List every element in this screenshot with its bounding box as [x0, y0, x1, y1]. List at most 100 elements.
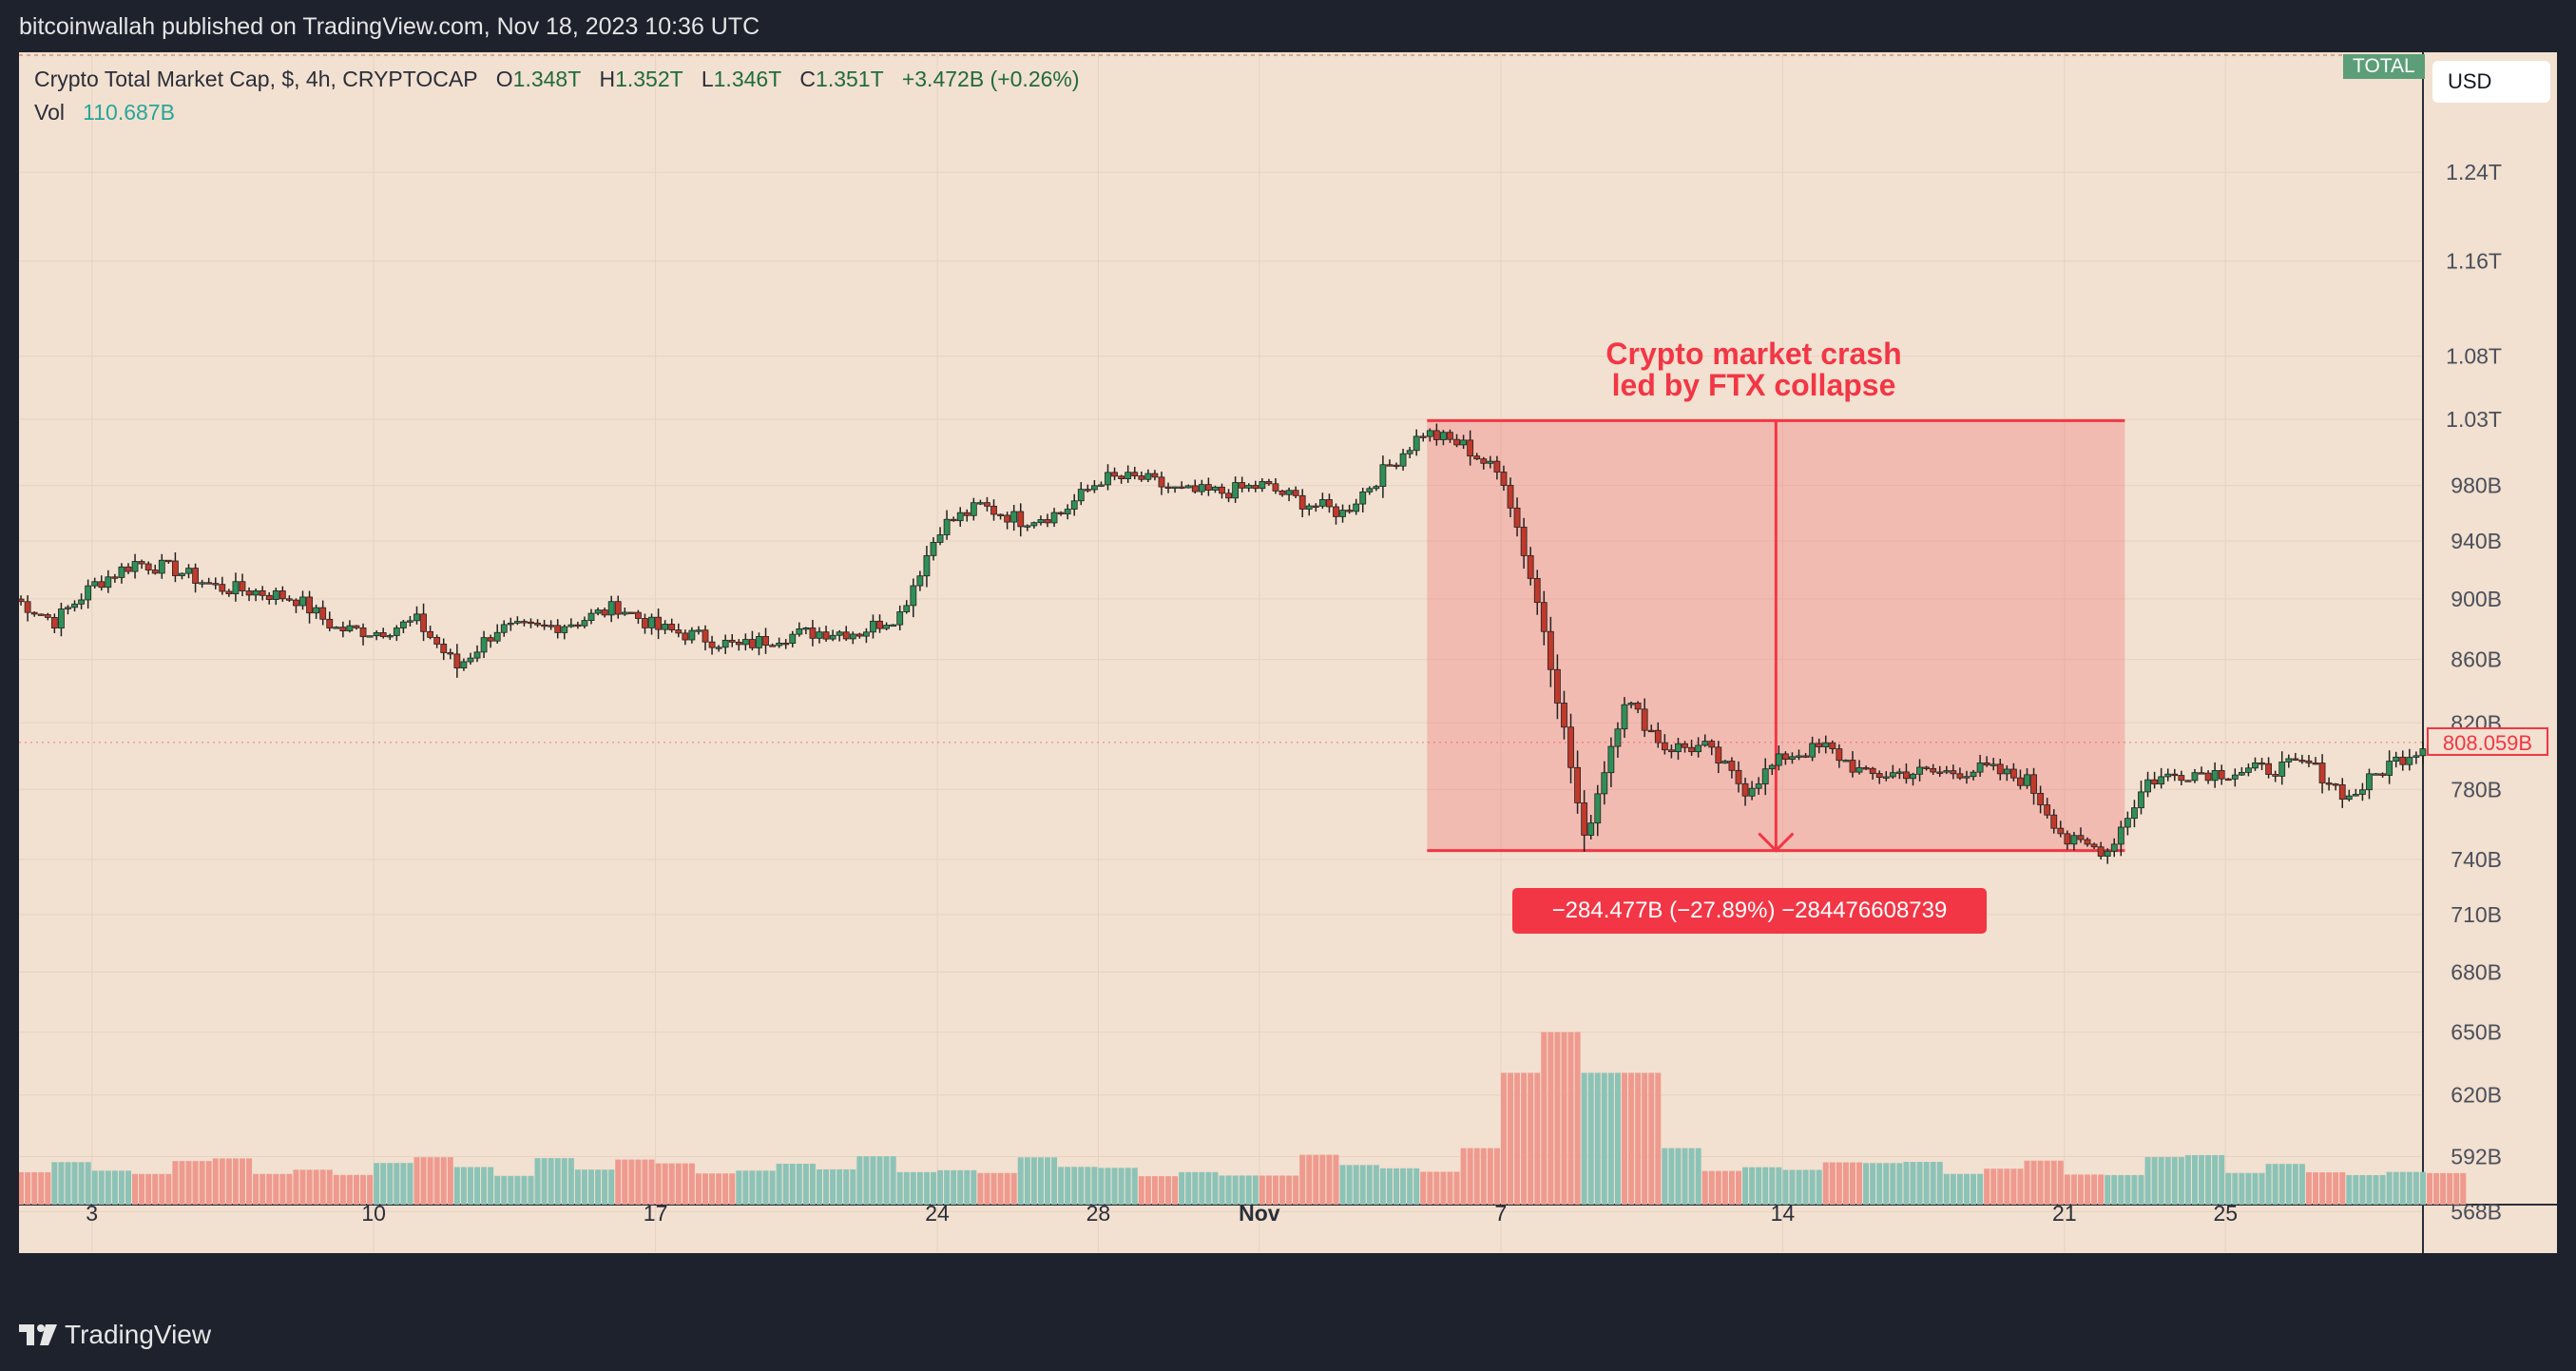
measurement-label[interactable]: −284.477B (−27.89%) −284476608739 — [1512, 888, 1987, 934]
candle — [199, 579, 206, 589]
volume-bar — [1950, 1173, 1956, 1205]
candle — [1695, 737, 1702, 758]
candle-body — [433, 636, 441, 645]
candle — [1547, 616, 1554, 687]
volume-bar — [460, 1167, 467, 1205]
candle — [1561, 690, 1567, 740]
currency-button[interactable]: USD — [2432, 61, 2550, 103]
volume-bar — [2386, 1171, 2393, 1205]
volume-bar — [2447, 1172, 2453, 1205]
candle — [2110, 838, 2118, 858]
candle — [513, 616, 521, 626]
last-price-tag: 808.059B — [2427, 727, 2548, 756]
volume-bar — [1394, 1168, 1400, 1205]
candle — [2224, 778, 2232, 782]
volume-bar — [1594, 1072, 1601, 1205]
volume-bar — [1655, 1072, 1662, 1205]
candle-body — [1816, 743, 1823, 747]
volume-bar — [1017, 1157, 1024, 1205]
candle-body — [407, 620, 413, 623]
volume-bar — [1272, 1175, 1278, 1205]
candle — [1735, 761, 1742, 793]
candle-body — [1004, 514, 1011, 523]
volume-bar — [1534, 1072, 1541, 1205]
candle — [1627, 701, 1635, 709]
candle-body — [2231, 774, 2239, 780]
volume-bar — [1930, 1162, 1936, 1205]
candle-body — [662, 624, 669, 630]
candle-body — [756, 636, 762, 648]
candle-body — [2373, 773, 2379, 776]
candle — [741, 633, 749, 651]
candle-body — [2285, 758, 2293, 763]
volume-bar — [923, 1171, 930, 1205]
volume-bar — [2111, 1174, 2118, 1205]
volume-bar — [1567, 1032, 1574, 1205]
volume-bar — [2346, 1174, 2353, 1205]
volume-bar — [1065, 1167, 1071, 1205]
volume-bar — [1319, 1154, 1326, 1205]
candle — [1473, 453, 1481, 460]
volume-bar — [2272, 1164, 2278, 1205]
candle-body — [111, 576, 119, 579]
volume-bar — [541, 1158, 548, 1205]
candle-body — [1647, 729, 1655, 733]
volume-bar — [273, 1173, 279, 1205]
candle-body — [2366, 773, 2373, 791]
volume-bar — [1440, 1171, 1447, 1205]
volume-bar — [1508, 1072, 1514, 1205]
candle — [2393, 751, 2400, 768]
candle-body — [1607, 745, 1615, 774]
candle — [2204, 770, 2212, 784]
volume-bar — [400, 1163, 407, 1205]
candle — [2413, 751, 2420, 764]
volume-bar — [2453, 1172, 2460, 1205]
tradingview-logo[interactable]: TradingView — [19, 1320, 211, 1350]
candle-body — [473, 651, 481, 659]
volume-label[interactable]: Vol — [34, 100, 65, 125]
candle — [98, 575, 106, 591]
candle — [1654, 722, 1662, 748]
legend-symbol[interactable]: Crypto Total Market Cap, $, 4h, CRYPTOCA… — [34, 67, 478, 91]
candle-body — [131, 561, 139, 572]
volume-bar — [1493, 1148, 1500, 1205]
candle — [735, 639, 742, 651]
candle-body — [1634, 703, 1642, 710]
candle — [1789, 752, 1796, 764]
candle — [507, 617, 514, 631]
candle-body — [2024, 774, 2030, 786]
candle-body — [1976, 763, 1984, 773]
candle — [682, 629, 689, 646]
candle — [769, 643, 776, 647]
candle — [1440, 430, 1447, 446]
candle — [1184, 484, 1192, 489]
volume-bar — [2037, 1160, 2044, 1205]
volume-bar — [890, 1156, 896, 1205]
y-tick-label: 1.08T — [2446, 344, 2502, 369]
volume-bar — [608, 1169, 615, 1205]
candle-body — [1312, 505, 1319, 508]
volume-bar — [749, 1170, 756, 1205]
candle — [2070, 831, 2078, 851]
candle-body — [2238, 772, 2245, 776]
crash-annotation[interactable]: Crypto market crash led by FTX collapse — [1540, 338, 1968, 401]
candle-body — [1232, 482, 1240, 499]
volume-bar — [159, 1173, 165, 1205]
candle — [1118, 474, 1125, 484]
volume-bar — [1890, 1163, 1896, 1205]
candle-body — [1500, 472, 1508, 486]
volume-bar — [2151, 1156, 2158, 1205]
volume-bar — [474, 1167, 481, 1205]
candle-body — [1037, 519, 1045, 524]
tradingview-logo-icon — [19, 1324, 57, 1345]
candle-body — [1889, 772, 1896, 778]
candle — [1245, 483, 1253, 492]
candle-body — [513, 621, 521, 624]
volume-bar — [2212, 1154, 2219, 1205]
candle — [1755, 777, 1762, 795]
candle — [802, 627, 810, 635]
chart-svg[interactable]: 1.24T1.16T1.08T1.03T980B940B900B860B820B… — [19, 52, 2557, 1253]
candle — [1030, 521, 1038, 529]
volume-bar — [1695, 1148, 1701, 1205]
candle — [2265, 757, 2273, 779]
